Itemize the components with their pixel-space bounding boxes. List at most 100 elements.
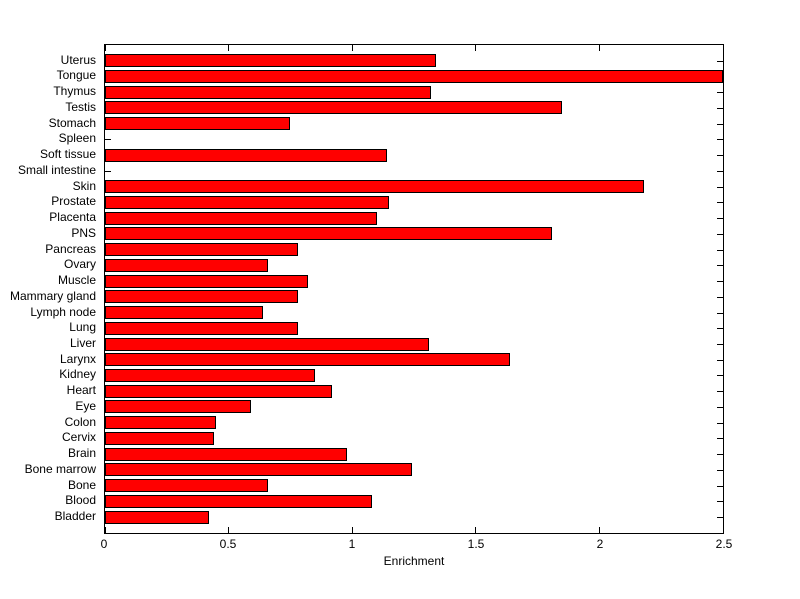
y-axis-label: Small intestine [17, 162, 96, 177]
y-axis-tick-right [717, 343, 723, 345]
bar-blood [105, 494, 372, 508]
x-axis-label: Enrichment [383, 554, 445, 568]
y-axis-label: Mammary gland [9, 288, 96, 303]
y-axis-tick-right [717, 107, 723, 109]
y-axis-label: Blood [65, 493, 96, 508]
bar-row [105, 242, 723, 258]
y-axis-tick-left [105, 139, 111, 141]
y-axis-tick-right [717, 469, 723, 471]
bar-soft-tissue [105, 148, 387, 162]
y-axis-label: Placenta [49, 210, 96, 225]
y-axis-label: Bone [67, 477, 96, 492]
x-axis-tick [351, 527, 353, 533]
y-axis-tick-right [717, 438, 723, 440]
y-axis-label: Colon [64, 414, 96, 429]
x-axis-tick [722, 45, 724, 51]
y-axis-label: Larynx [59, 351, 96, 366]
bar-row [105, 273, 723, 289]
bar-brain [105, 447, 348, 461]
y-axis-labels: Uterus Tongue Thymus Testis Stomach Spleen Sof… [0, 44, 96, 534]
bar-row [105, 415, 723, 431]
x-tick-label: 0 [100, 537, 108, 551]
bar-lung [105, 321, 298, 335]
bar-row [105, 478, 723, 494]
y-axis-tick-right [717, 233, 723, 235]
x-axis-tick [475, 527, 477, 533]
y-axis-tick-right [717, 406, 723, 408]
bar-row [105, 195, 723, 211]
bar-lymph-node [105, 306, 264, 320]
bar-row [105, 509, 723, 525]
y-axis-label: Brain [67, 446, 96, 461]
bar-larynx [105, 353, 511, 367]
bar-mammary-gland [105, 290, 298, 304]
y-axis-tick-right [717, 517, 723, 519]
y-axis-label: PNS [71, 225, 96, 240]
x-axis-tick [722, 527, 724, 533]
y-axis-label: Ovary [63, 257, 96, 272]
y-axis-label: Bladder [54, 509, 96, 524]
y-axis-tick-left [105, 170, 111, 172]
bar-kidney [105, 368, 316, 382]
bar-uterus [105, 54, 437, 68]
y-axis-label: Skin [72, 178, 96, 193]
bar-muscle [105, 274, 308, 288]
y-axis-tick-right [717, 454, 723, 456]
x-axis-tick [351, 45, 353, 51]
y-axis-tick-right [717, 123, 723, 125]
x-axis-tick [475, 45, 477, 51]
y-axis-label: Soft tissue [39, 147, 96, 162]
y-axis-tick-right [717, 202, 723, 204]
y-axis-tick-right [717, 485, 723, 487]
bar-row [105, 320, 723, 336]
bar-row [105, 305, 723, 321]
y-axis-tick-right [717, 249, 723, 251]
x-axis-tick [228, 45, 230, 51]
y-axis-tick-right [717, 155, 723, 157]
y-axis-label: Cervix [61, 430, 96, 445]
bar-colon [105, 416, 217, 430]
x-axis-tick [598, 45, 600, 51]
y-axis-label: Stomach [48, 115, 96, 130]
bar-stomach [105, 117, 291, 131]
bar-row [105, 163, 723, 179]
bar-row [105, 69, 723, 85]
bar-tongue [105, 70, 723, 84]
bar-pancreas [105, 243, 298, 257]
y-axis-tick-right [717, 281, 723, 283]
bar-row [105, 431, 723, 447]
y-axis-tick-right [717, 170, 723, 172]
bar-testis [105, 101, 563, 115]
bar-bone-marrow [105, 463, 412, 477]
y-axis-tick-right [717, 375, 723, 377]
x-tick-label: 1 [348, 537, 356, 551]
x-axis-tick [105, 45, 106, 51]
bar-prostate [105, 195, 390, 209]
x-tick-labels: 0 0.5 1 1.5 2 2.5 [100, 537, 733, 552]
x-axis-tick [105, 527, 106, 533]
x-axis-tick [598, 527, 600, 533]
bar-row [105, 53, 723, 69]
bar-row [105, 368, 723, 384]
x-axis-tick [228, 527, 230, 533]
bar-row [105, 226, 723, 242]
y-axis-tick-right [717, 359, 723, 361]
bar-heart [105, 384, 333, 398]
bar-bladder [105, 510, 209, 524]
bar-cervix [105, 431, 214, 445]
y-axis-tick-right [717, 391, 723, 393]
bar-row [105, 84, 723, 100]
y-axis-label: Kidney [59, 367, 96, 382]
y-axis-tick-right [717, 265, 723, 267]
y-axis-tick-right [717, 501, 723, 503]
y-axis-tick-right [717, 139, 723, 141]
y-axis-label: Lymph node [30, 304, 96, 319]
bar-pns [105, 227, 553, 241]
y-axis-tick-right [717, 422, 723, 424]
y-axis-label: Prostate [51, 194, 96, 209]
bar-row [105, 462, 723, 478]
y-axis-label: Muscle [57, 273, 96, 288]
bar-placenta [105, 211, 377, 225]
bar-row [105, 289, 723, 305]
y-axis-tick-right [717, 186, 723, 188]
